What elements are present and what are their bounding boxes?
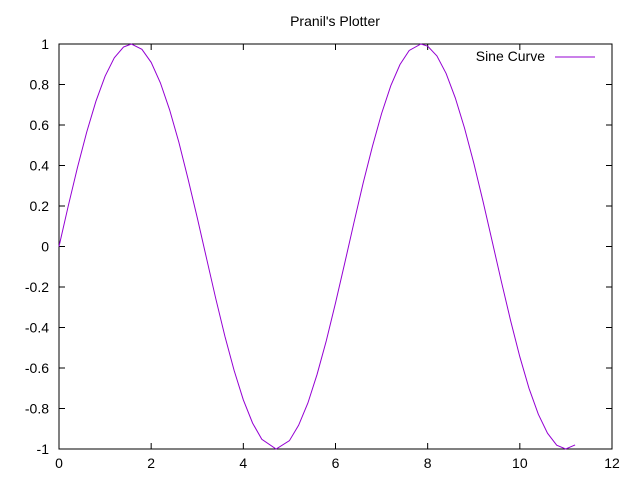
x-tick-label: 0: [55, 455, 63, 471]
legend-label-sine-curve: Sine Curve: [476, 48, 545, 64]
y-tick-label: 1: [41, 36, 49, 52]
x-tick-label: 10: [512, 455, 528, 471]
legend: Sine Curve: [476, 48, 595, 64]
x-axis: 0 2 4 6 8 10 12: [55, 44, 620, 471]
y-tick-label: -0.4: [25, 320, 49, 336]
x-tick-label: 2: [147, 455, 155, 471]
y-tick-label: -0.8: [25, 401, 49, 417]
y-tick-label: 0: [41, 239, 49, 255]
x-tick-label: 12: [604, 455, 620, 471]
y-tick-label: -0.6: [25, 360, 49, 376]
y-tick-label: 0.6: [30, 117, 50, 133]
y-tick-label: -1: [37, 441, 50, 457]
y-tick-label: 0.4: [30, 158, 50, 174]
x-tick-label: 4: [239, 455, 247, 471]
chart-title: Pranil's Plotter: [290, 13, 380, 29]
x-tick-label: 6: [332, 455, 340, 471]
y-axis: -1 -0.8 -0.6 -0.4 -0.2 0 0.2 0.4 0.6 0.8 1: [25, 36, 612, 457]
series-line-sine-curve: [58, 43, 576, 450]
y-tick-label: 0.2: [30, 198, 50, 214]
x-tick-label: 8: [424, 455, 432, 471]
y-tick-label: -0.2: [25, 279, 49, 295]
y-tick-label: 0.8: [30, 77, 50, 93]
